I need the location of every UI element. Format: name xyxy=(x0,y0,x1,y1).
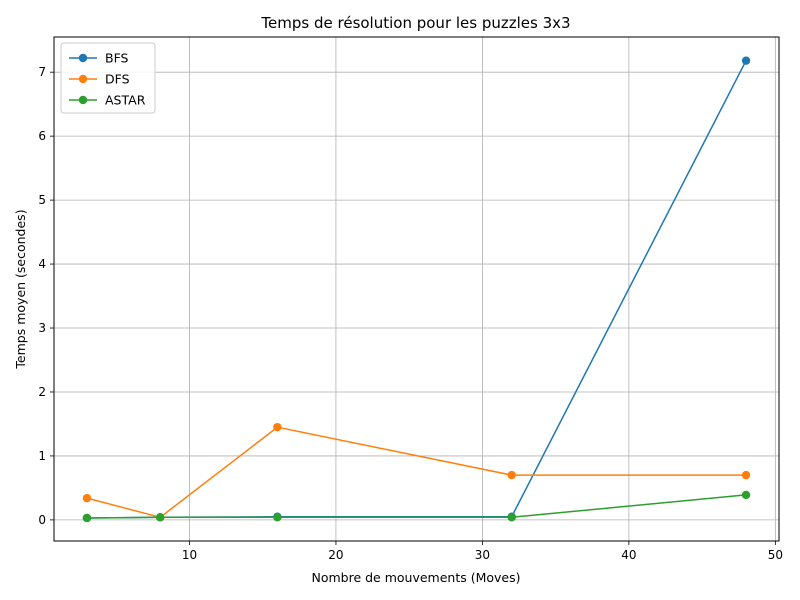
x-tick-label: 40 xyxy=(621,548,636,562)
ticks: 10 20 30 40 50 0 1 2 3 4 5 6 7 xyxy=(38,65,783,562)
legend-marker-bfs xyxy=(78,53,88,63)
data-point-dfs xyxy=(82,493,92,503)
y-tick-label: 2 xyxy=(38,385,46,399)
data-point-bfs xyxy=(741,56,751,65)
data-point-astar xyxy=(273,513,282,522)
legend-label-bfs: BFS xyxy=(105,51,129,66)
data-point-astar xyxy=(741,490,751,500)
y-tick-label: 7 xyxy=(38,65,46,79)
x-tick-label: 50 xyxy=(768,548,783,562)
data-point-astar xyxy=(82,513,92,523)
y-tick-label: 4 xyxy=(38,257,46,271)
series-layer xyxy=(82,56,751,523)
y-tick-label: 6 xyxy=(38,129,46,143)
y-tick-label: 5 xyxy=(38,193,46,207)
y-tick-label: 1 xyxy=(38,449,46,463)
y-tick-label: 3 xyxy=(38,321,46,335)
y-axis-label: Temps moyen (secondes) xyxy=(13,209,28,369)
data-point-astar xyxy=(507,513,516,522)
x-tick-label: 20 xyxy=(328,548,343,562)
plot-frame xyxy=(53,36,780,542)
legend-label-astar: ASTAR xyxy=(105,93,146,108)
x-axis-label: Nombre de mouvements (Moves) xyxy=(311,570,520,585)
chart-title: Temps de résolution pour les puzzles 3x3 xyxy=(260,14,570,32)
data-point-dfs xyxy=(741,470,751,480)
grid xyxy=(54,37,779,541)
x-tick-label: 10 xyxy=(182,548,197,562)
legend-label-dfs: DFS xyxy=(105,72,130,87)
legend-marker-dfs xyxy=(78,74,88,84)
data-point-dfs xyxy=(507,470,516,480)
legend-marker-astar xyxy=(78,95,88,105)
data-point-dfs xyxy=(273,422,282,432)
y-tick-label: 0 xyxy=(38,513,46,527)
x-tick-label: 30 xyxy=(475,548,490,562)
data-point-astar xyxy=(155,513,165,522)
plot-area xyxy=(54,37,779,541)
legend: BFS DFS ASTAR xyxy=(60,42,156,114)
